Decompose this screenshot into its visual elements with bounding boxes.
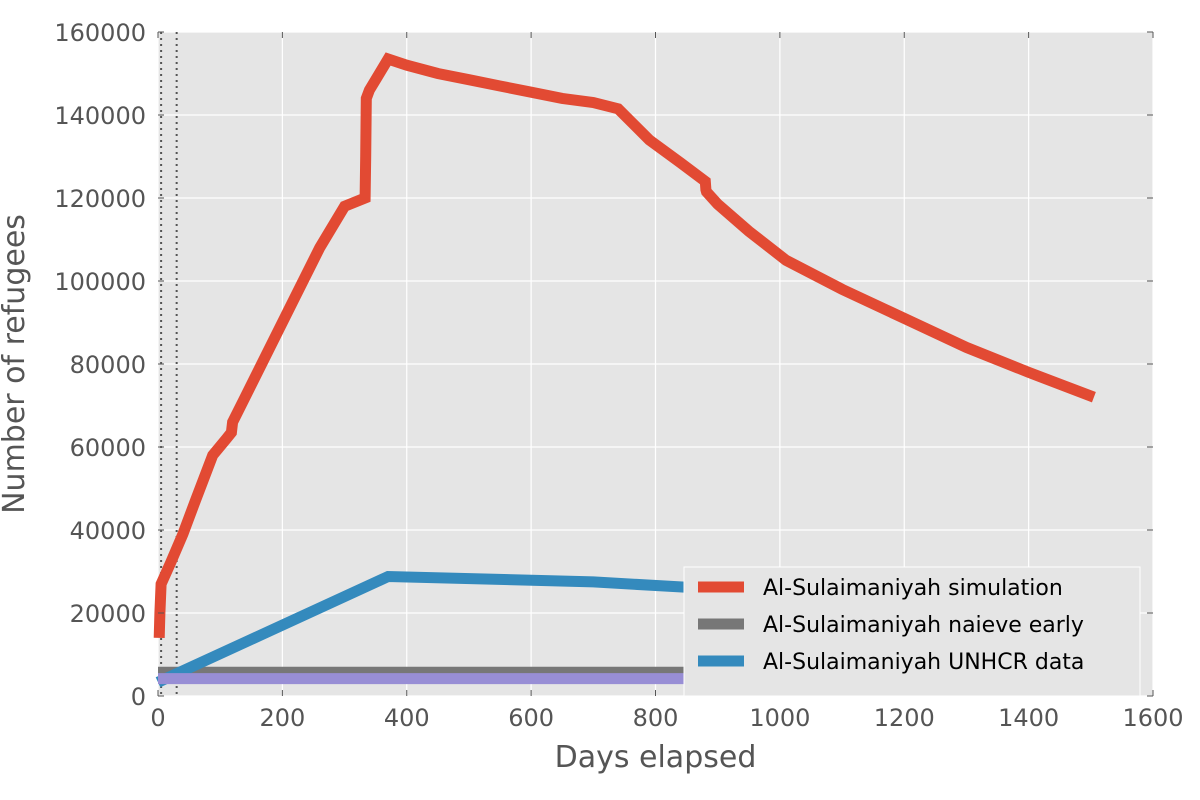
y-tick-label: 140000 <box>54 102 146 130</box>
x-tick-label: 400 <box>384 704 430 732</box>
y-tick-label: 100000 <box>54 268 146 296</box>
y-axis-title: Number of refugees <box>0 214 32 514</box>
legend-label: Al-Sulaimaniyah simulation <box>763 576 1063 601</box>
x-tick-label: 0 <box>150 704 165 732</box>
x-tick-label: 200 <box>259 704 305 732</box>
y-tick-label: 40000 <box>70 517 146 545</box>
legend: Al-Sulaimaniyah simulation Al-Sulaimaniya… <box>683 566 1141 697</box>
y-tick-label: 80000 <box>70 351 146 379</box>
axis-ticks: 0 200 400 600 800 1000 1200 1400 1600 0 20000 40000… <box>54 19 1183 732</box>
x-axis-title: Days elapsed <box>555 740 757 775</box>
x-tick-label: 600 <box>508 704 554 732</box>
y-tick-label: 20000 <box>70 600 146 628</box>
legend-label: Al-Sulaimaniyah naieve early <box>763 613 1084 638</box>
legend-box <box>683 566 1141 697</box>
x-tick-label: 1400 <box>998 704 1059 732</box>
series-lines <box>153 52 1096 688</box>
x-tick-label: 800 <box>633 704 679 732</box>
x-tick-label: 1000 <box>749 704 810 732</box>
y-tick-label: 60000 <box>70 434 146 462</box>
y-tick-label: 160000 <box>54 19 146 47</box>
x-tick-label: 1600 <box>1122 704 1183 732</box>
series-line-2 <box>155 570 687 688</box>
series-line-0 <box>153 52 1096 639</box>
legend-label: Al-Sulaimaniyah UNHCR data <box>763 650 1084 675</box>
y-tick-label: 120000 <box>54 185 146 213</box>
y-tick-label: 0 <box>131 683 146 711</box>
x-tick-label: 1200 <box>874 704 935 732</box>
